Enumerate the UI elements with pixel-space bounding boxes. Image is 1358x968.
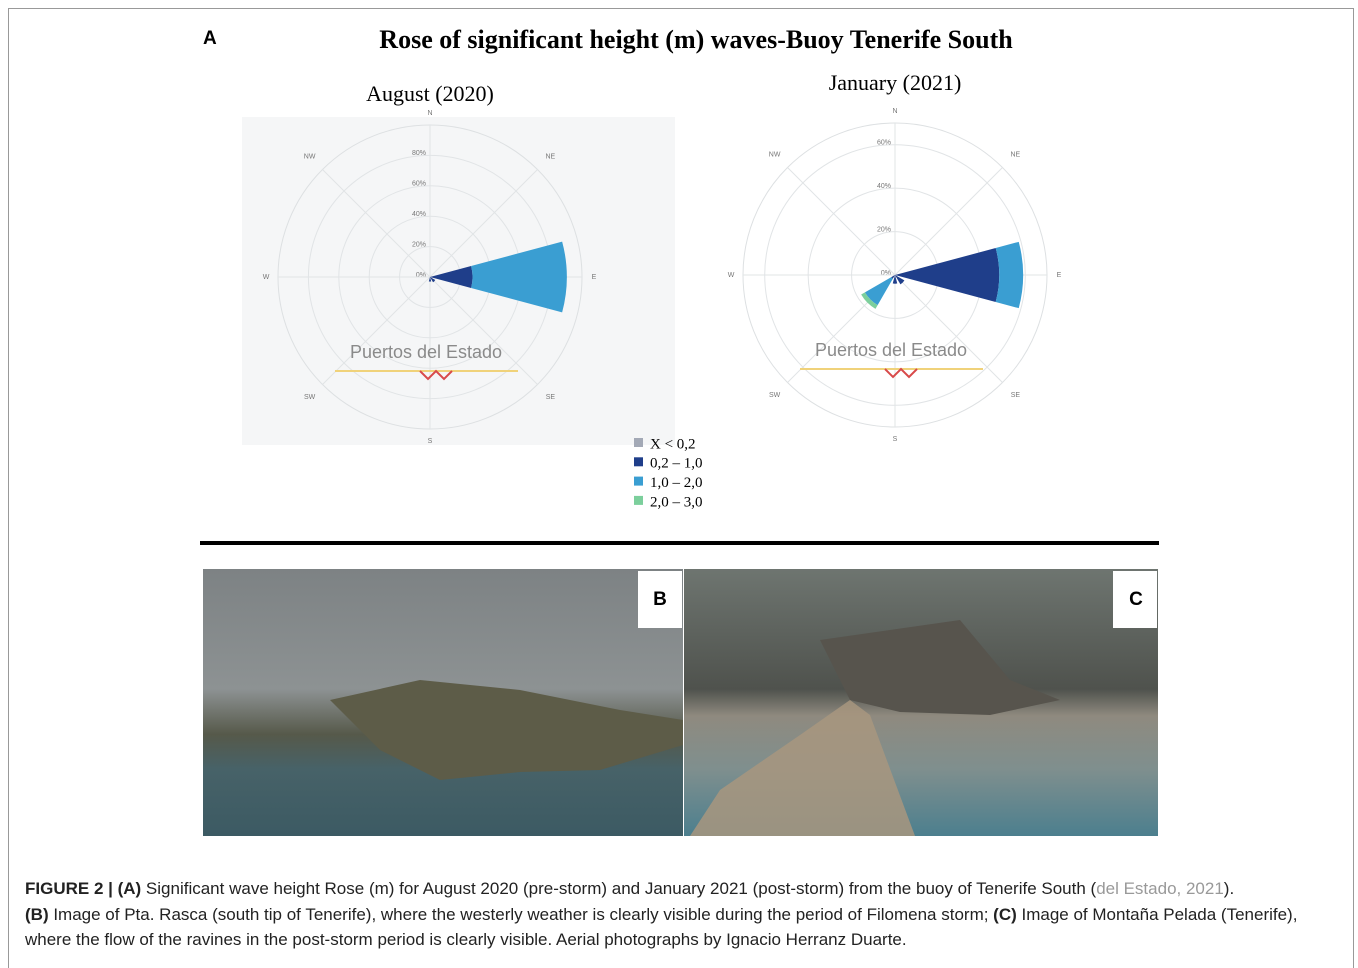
caption-text: Significant wave height Rose (m) for Aug… bbox=[141, 879, 1096, 898]
caption-bold: (C) bbox=[993, 905, 1017, 924]
direction-label: N bbox=[427, 110, 432, 117]
direction-label: E bbox=[592, 274, 597, 281]
y-tick-label: 40% bbox=[412, 211, 426, 218]
figure: A Rose of significant height (m) waves-B… bbox=[0, 0, 1358, 860]
y-tick-label: 0% bbox=[416, 272, 426, 279]
legend-swatch bbox=[634, 457, 643, 466]
legend-label: 1,0 – 2,0 bbox=[650, 475, 703, 491]
watermark: Puertos del Estado bbox=[350, 342, 502, 362]
direction-label: S bbox=[428, 438, 433, 445]
direction-label: W bbox=[728, 272, 735, 279]
y-tick-label: 20% bbox=[412, 241, 426, 248]
caption-reference[interactable]: del Estado, 2021 bbox=[1096, 879, 1224, 898]
legend-swatch bbox=[634, 438, 643, 447]
y-tick-label: 0% bbox=[881, 270, 891, 277]
panel-label: B bbox=[653, 589, 667, 610]
y-tick-label: 20% bbox=[877, 226, 891, 233]
panel-label: C bbox=[1129, 589, 1143, 610]
direction-label: S bbox=[893, 436, 898, 443]
caption-text: Image of Pta. Rasca (south tip of Teneri… bbox=[49, 905, 994, 924]
chart-title: August (2020) bbox=[366, 81, 494, 106]
panel-label: A bbox=[203, 28, 217, 49]
caption-bold: FIGURE 2 | (A) bbox=[25, 879, 141, 898]
watermark-logo bbox=[885, 369, 917, 377]
rose-segment bbox=[895, 248, 999, 302]
direction-label: SW bbox=[304, 394, 316, 401]
chart-title: January (2021) bbox=[829, 70, 962, 95]
direction-label: W bbox=[263, 274, 270, 281]
y-tick-label: 60% bbox=[877, 140, 891, 147]
rose-segment bbox=[996, 242, 1023, 308]
figure-title: Rose of significant height (m) waves-Buo… bbox=[379, 25, 1013, 54]
caption: FIGURE 2 | (A) Significant wave height R… bbox=[25, 876, 1325, 953]
direction-label: SE bbox=[1011, 392, 1021, 399]
caption-text: ). bbox=[1224, 879, 1234, 898]
y-tick-label: 40% bbox=[877, 183, 891, 190]
direction-label: SW bbox=[769, 392, 781, 399]
direction-label: NW bbox=[769, 151, 781, 158]
watermark: Puertos del Estado bbox=[815, 340, 967, 360]
direction-label: NE bbox=[1011, 151, 1021, 158]
direction-label: N bbox=[892, 108, 897, 115]
direction-label: NE bbox=[546, 153, 556, 160]
legend-swatch bbox=[634, 477, 643, 486]
direction-label: E bbox=[1057, 272, 1062, 279]
direction-label: NW bbox=[304, 153, 316, 160]
page: A Rose of significant height (m) waves-B… bbox=[0, 0, 1358, 955]
caption-bold: (B) bbox=[25, 905, 49, 924]
y-tick-label: 60% bbox=[412, 181, 426, 188]
legend-label: 2,0 – 3,0 bbox=[650, 494, 703, 510]
y-tick-label: 80% bbox=[412, 150, 426, 157]
legend-label: 0,2 – 1,0 bbox=[650, 456, 703, 472]
legend-swatch bbox=[634, 496, 643, 505]
direction-label: SE bbox=[546, 394, 556, 401]
legend-label: X < 0,2 bbox=[650, 436, 696, 452]
